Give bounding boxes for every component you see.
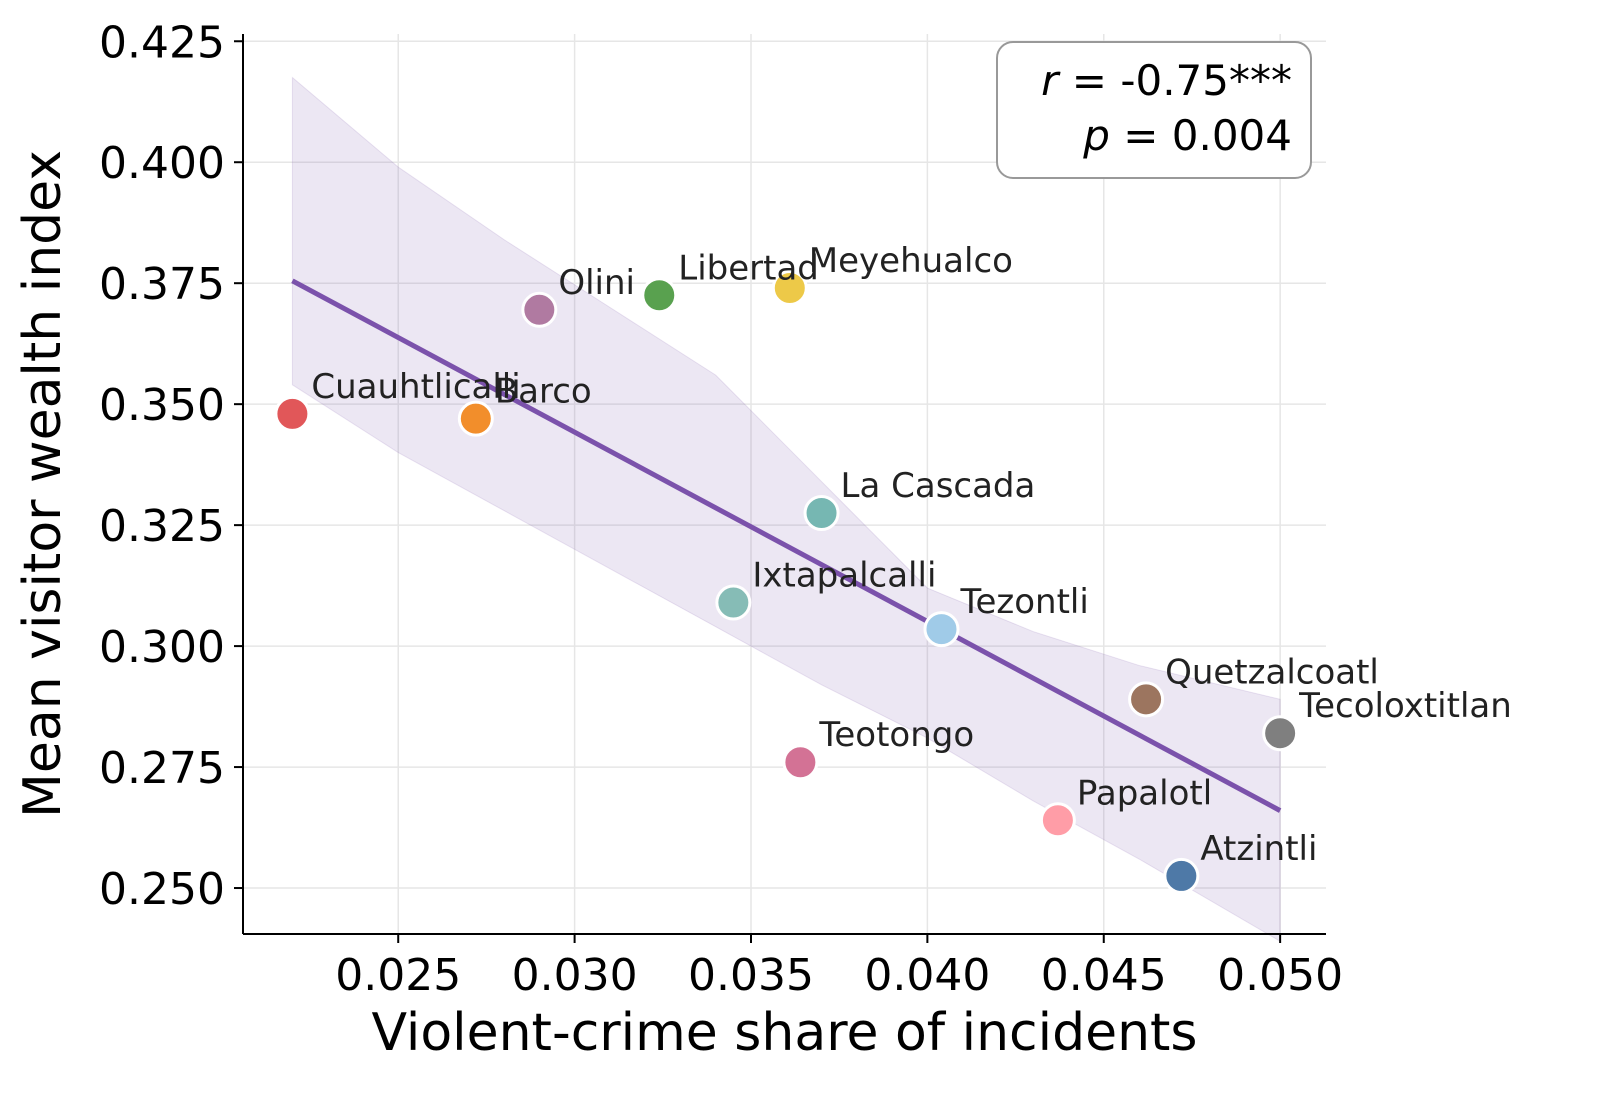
y-tick-label: 0.350 bbox=[99, 380, 225, 431]
x-tick-label: 0.025 bbox=[335, 950, 461, 1001]
data-points bbox=[274, 270, 1299, 894]
axes bbox=[242, 34, 1326, 935]
data-point bbox=[782, 744, 819, 781]
p-value: = 0.004 bbox=[1110, 111, 1292, 160]
y-tick-label: 0.425 bbox=[99, 17, 225, 68]
y-tick-label: 0.275 bbox=[99, 743, 225, 794]
point-label: Barco bbox=[495, 372, 592, 412]
regression-line bbox=[291, 278, 1282, 813]
y-tick-label: 0.375 bbox=[99, 259, 225, 310]
stats-annotation: r = -0.75*** p = 0.004 bbox=[996, 41, 1312, 179]
y-tick-label: 0.400 bbox=[99, 138, 225, 189]
y-ticks: 0.250 0.275 0.300 0.325 0.350 0.375 0.400 0.425 bbox=[99, 17, 243, 915]
data-point bbox=[457, 400, 494, 437]
r-value: = -0.75*** bbox=[1058, 56, 1292, 105]
data-point bbox=[923, 611, 960, 648]
x-tick-label: 0.035 bbox=[688, 950, 814, 1001]
point-label: La Cascada bbox=[841, 466, 1036, 506]
x-tick-label: 0.045 bbox=[1041, 950, 1167, 1001]
x-ticks: 0.025 0.030 0.035 0.040 0.045 0.050 bbox=[335, 934, 1343, 1001]
data-point bbox=[641, 277, 678, 314]
point-label: Cuauhtlicalli bbox=[311, 367, 520, 407]
point-label: Atzintli bbox=[1200, 829, 1317, 869]
x-axis-title: Violent-crime share of incidents bbox=[371, 1003, 1197, 1063]
y-tick-label: 0.325 bbox=[99, 501, 225, 552]
point-label: Meyehualco bbox=[809, 241, 1013, 281]
point-label: Quetzalcoatl bbox=[1165, 652, 1379, 692]
y-tick-label: 0.250 bbox=[99, 864, 225, 915]
r-statistic: r = -0.75*** bbox=[1041, 56, 1292, 105]
point-label: Libertad bbox=[678, 248, 819, 288]
y-tick-label: 0.300 bbox=[99, 622, 225, 673]
data-point bbox=[1039, 802, 1076, 839]
point-label: Tezontli bbox=[959, 582, 1088, 622]
data-point bbox=[521, 291, 558, 328]
y-axis-title: Mean visitor wealth index bbox=[13, 150, 73, 818]
x-tick-label: 0.040 bbox=[864, 950, 990, 1001]
data-point bbox=[274, 395, 311, 432]
data-point bbox=[771, 270, 808, 307]
point-label: Tecoloxtitlan bbox=[1298, 686, 1512, 726]
p-symbol: p bbox=[1082, 111, 1110, 160]
p-statistic: p = 0.004 bbox=[1082, 111, 1292, 160]
x-tick-label: 0.050 bbox=[1217, 950, 1343, 1001]
data-point bbox=[1128, 681, 1165, 718]
data-point bbox=[715, 584, 752, 621]
r-symbol: r bbox=[1041, 56, 1061, 105]
data-point bbox=[1163, 857, 1200, 894]
point-label: Teotongo bbox=[818, 715, 974, 755]
stats-box bbox=[996, 41, 1312, 179]
data-point bbox=[803, 495, 840, 532]
data-point bbox=[1262, 715, 1299, 752]
point-label: Ixtapalcalli bbox=[752, 556, 936, 596]
point-label: Olini bbox=[558, 263, 635, 303]
x-tick-label: 0.030 bbox=[512, 950, 638, 1001]
point-label: Papalotl bbox=[1077, 773, 1212, 813]
